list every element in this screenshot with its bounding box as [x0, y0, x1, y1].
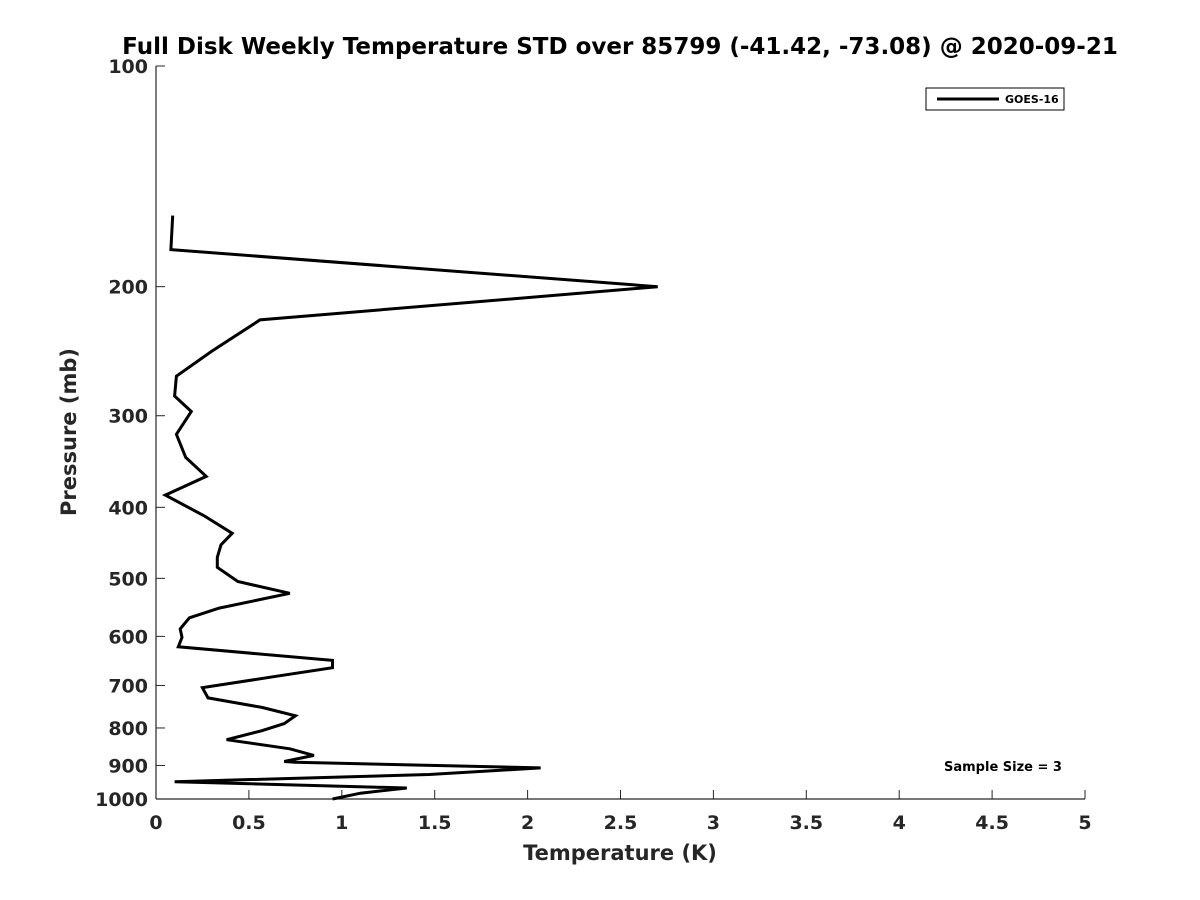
- y-tick-label: 500: [108, 568, 148, 590]
- x-tick-label: 4.5: [975, 812, 1009, 834]
- x-tick-label: 1.5: [418, 812, 452, 834]
- y-tick-label: 300: [108, 406, 148, 428]
- x-tick-label: 0.5: [232, 812, 266, 834]
- chart-title: Full Disk Weekly Temperature STD over 85…: [122, 34, 1118, 60]
- x-tick-label: 0: [149, 812, 162, 834]
- x-tick-label: 3: [707, 812, 720, 834]
- y-tick-label: 200: [108, 277, 148, 299]
- x-axis-title: Temperature (K): [523, 841, 717, 865]
- plot-area: [155, 66, 1085, 800]
- y-tick-label: 1000: [95, 789, 148, 811]
- x-tick-label: 2: [521, 812, 534, 834]
- y-axis-title: Pressure (mb): [57, 348, 81, 516]
- y-ticks: 100 200 300 400 500 600 700 800 900 1000: [95, 56, 165, 811]
- y-tick-label: 100: [108, 56, 148, 78]
- y-tick-label: 700: [108, 675, 148, 697]
- legend-label-goes-16: GOES-16: [1005, 93, 1059, 106]
- series-line-goes-16: [161, 215, 658, 801]
- sample-size-annotation: Sample Size = 3: [944, 760, 1062, 775]
- y-tick-label: 400: [108, 497, 148, 519]
- y-tick-label: 800: [108, 718, 148, 740]
- x-tick-label: 3.5: [789, 812, 823, 834]
- x-ticks: 0 0.5 1 1.5 2 2.5 3 3.5 4 4.5 5: [149, 790, 1092, 834]
- y-tick-label: 900: [108, 755, 148, 777]
- x-tick-label: 4: [893, 812, 906, 834]
- y-tick-label: 600: [108, 626, 148, 648]
- x-tick-label: 1: [335, 812, 348, 834]
- series-layer: [161, 215, 658, 801]
- x-tick-label: 5: [1078, 812, 1091, 834]
- x-tick-label: 2.5: [604, 812, 638, 834]
- legend: GOES-16: [925, 87, 1065, 111]
